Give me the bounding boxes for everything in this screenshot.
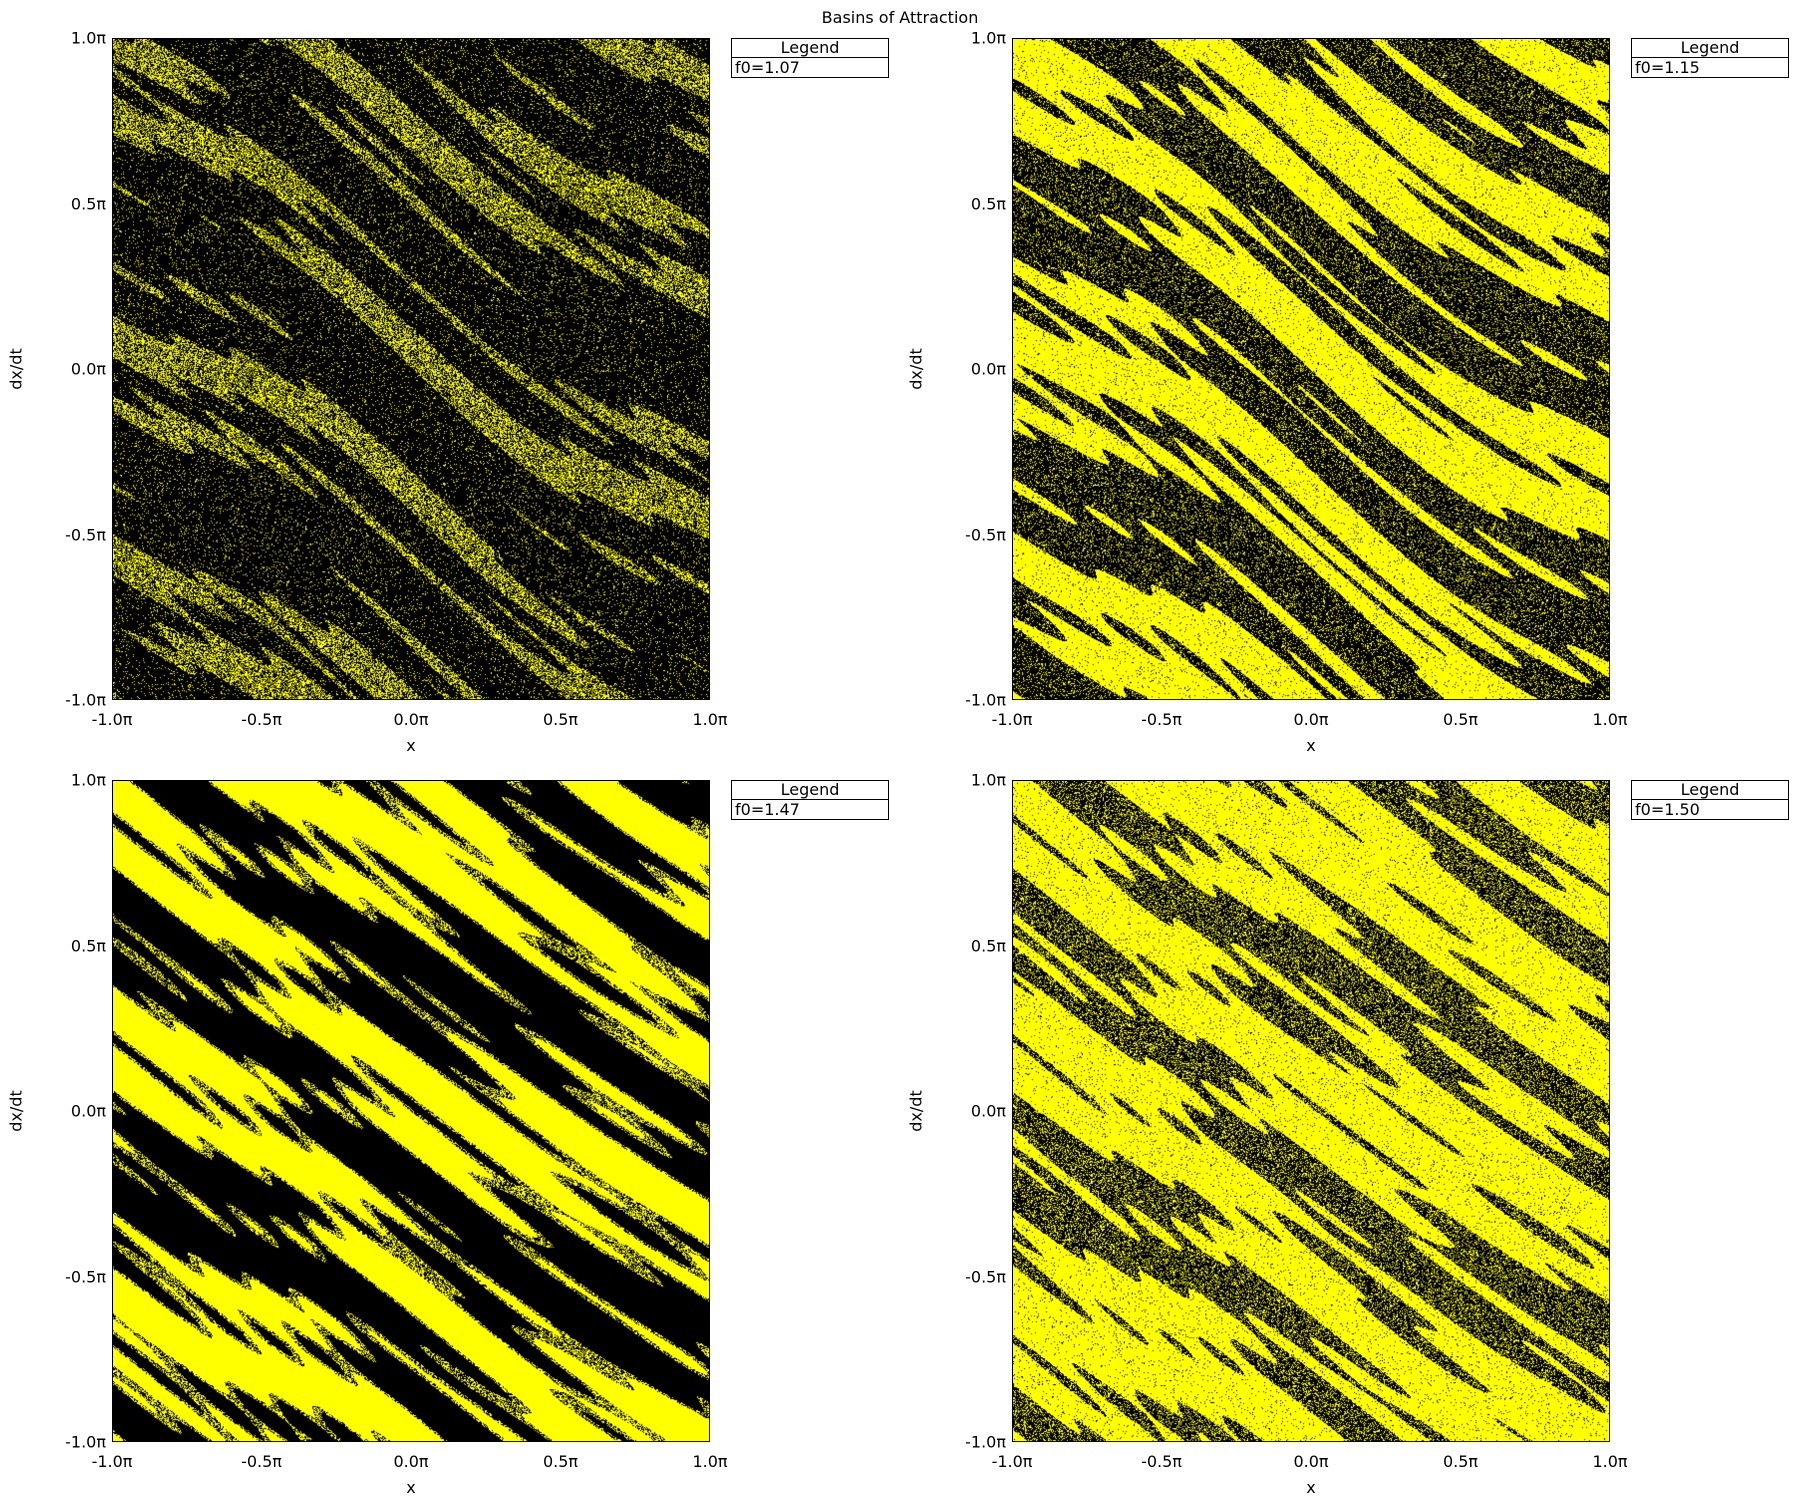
basin-plot-area (1012, 780, 1610, 1442)
y-tick-label: -1.0π (65, 1432, 106, 1452)
y-tick-label: -0.5π (965, 525, 1006, 544)
basin-heatmap (1013, 39, 1609, 699)
legend-entry: f0=1.50 (1635, 800, 1700, 819)
chart-panel-f0-1-50: 1.0π 0.5π 0.0π -0.5π -1.0π -1.0π -0.5π 0… (900, 742, 1800, 1497)
basin-heatmap (113, 39, 709, 699)
y-tick-label: 0.5π (70, 194, 106, 213)
y-axis-label: dx/dt (6, 1090, 26, 1132)
y-tick-label: 1.0π (70, 770, 106, 790)
y-axis-label: dx/dt (6, 348, 26, 390)
x-tick-label: -0.5π (241, 1452, 282, 1471)
legend: Legend f0=1.47 (731, 780, 889, 820)
x-tick-label: -0.5π (1141, 710, 1182, 729)
y-tick-label: 1.0π (70, 28, 106, 48)
legend-entry: f0=1.07 (735, 58, 800, 77)
figure-title: Basins of Attraction (821, 8, 979, 27)
y-tick-label: -0.5π (65, 1267, 106, 1286)
legend: Legend f0=1.50 (1631, 780, 1789, 820)
chart-panel-f0-1-15: 1.0π 0.5π 0.0π -0.5π -1.0π -1.0π -0.5π 0… (900, 0, 1800, 755)
x-tick-label: 1.0π (692, 1452, 728, 1471)
x-tick-label: 0.0π (393, 710, 429, 729)
y-tick-label: -1.0π (65, 690, 106, 710)
legend: Legend f0=1.07 (731, 38, 889, 78)
x-tick-label: 0.5π (1442, 710, 1479, 729)
x-tick-label: 1.0π (1592, 710, 1628, 729)
basin-plot-area (112, 38, 710, 700)
legend-entry: f0=1.15 (1635, 58, 1700, 77)
y-tick-label: 0.0π (70, 1101, 106, 1121)
x-tick-label: 0.5π (542, 1452, 579, 1471)
y-tick-label: -0.5π (65, 525, 106, 544)
x-tick-label: -1.0π (991, 1452, 1033, 1471)
legend-entry: f0=1.47 (735, 800, 800, 819)
y-tick-label: 0.0π (970, 359, 1006, 379)
x-tick-label: 0.0π (393, 1452, 429, 1471)
x-tick-label: -1.0π (91, 1452, 133, 1471)
basin-heatmap (113, 781, 709, 1441)
y-axis-label: dx/dt (906, 1090, 926, 1132)
x-tick-label: -0.5π (241, 710, 282, 729)
y-axis-label: dx/dt (906, 348, 926, 390)
x-tick-label: -1.0π (91, 710, 133, 729)
chart-panel-f0-1-07: 1.0π 0.5π 0.0π -0.5π -1.0π -1.0π -0.5π 0… (0, 0, 900, 755)
x-axis-label: x (1306, 736, 1316, 755)
x-axis-label: x (406, 1478, 416, 1497)
y-tick-label: 0.0π (70, 359, 106, 379)
y-tick-label: 1.0π (970, 770, 1006, 790)
basin-plot-area (1012, 38, 1610, 700)
legend-title: Legend (1632, 781, 1788, 800)
x-tick-label: -1.0π (991, 710, 1033, 729)
legend: Legend f0=1.15 (1631, 38, 1789, 78)
x-tick-label: 1.0π (692, 710, 728, 729)
legend-title: Legend (732, 39, 888, 58)
y-tick-label: 0.0π (970, 1101, 1006, 1121)
legend-title: Legend (732, 781, 888, 800)
x-tick-label: 0.0π (1293, 1452, 1329, 1471)
legend-title: Legend (1632, 39, 1788, 58)
x-tick-label: -0.5π (1141, 1452, 1182, 1471)
basin-plot-area (112, 780, 710, 1442)
y-tick-label: 0.5π (970, 194, 1006, 213)
y-tick-label: -0.5π (965, 1267, 1006, 1286)
y-tick-label: 0.5π (970, 936, 1006, 955)
y-tick-label: -1.0π (965, 1432, 1006, 1452)
y-tick-label: -1.0π (965, 690, 1006, 710)
x-tick-label: 0.0π (1293, 710, 1329, 729)
x-axis-label: x (1306, 1478, 1316, 1497)
x-tick-label: 0.5π (542, 710, 579, 729)
y-tick-label: 0.5π (70, 936, 106, 955)
x-tick-label: 0.5π (1442, 1452, 1479, 1471)
chart-panel-f0-1-47: 1.0π 0.5π 0.0π -0.5π -1.0π -1.0π -0.5π 0… (0, 742, 900, 1497)
basin-heatmap (1013, 781, 1609, 1441)
y-tick-label: 1.0π (970, 28, 1006, 48)
x-tick-label: 1.0π (1592, 1452, 1628, 1471)
x-axis-label: x (406, 736, 416, 755)
